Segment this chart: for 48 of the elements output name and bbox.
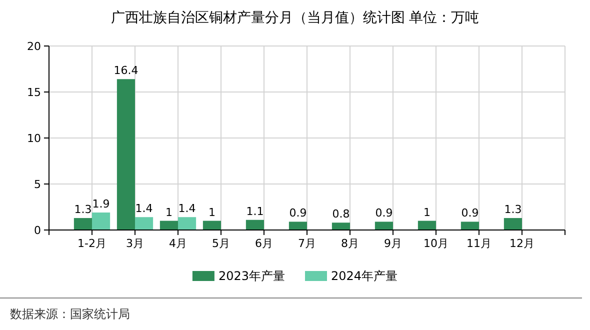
bar: [160, 220, 178, 230]
x-tick-label: 8月: [341, 237, 359, 250]
bar: [178, 217, 196, 230]
data-label: 0.9: [375, 206, 393, 220]
x-tick-label: 4月: [169, 237, 187, 250]
data-label: 1.1: [246, 204, 264, 218]
bar: [374, 222, 393, 230]
x-tick-label: 9月: [384, 237, 402, 250]
data-label: 1: [208, 206, 216, 219]
bar: [460, 222, 479, 230]
x-tick-label: 10月: [424, 237, 448, 250]
source-note: 数据来源：国家统计局: [10, 307, 130, 321]
x-tick-label: 3月: [126, 237, 144, 250]
bar: [418, 220, 436, 230]
bar: [74, 218, 92, 230]
data-label: 1.4: [135, 202, 153, 216]
bar: [116, 79, 135, 230]
chart-title: 广西壮族自治区铜材产量分月（当月值）统计图 单位：万吨: [110, 10, 480, 26]
y-tick-label: 20: [27, 40, 41, 53]
data-label: 0.9: [461, 206, 479, 220]
y-tick-label: 5: [34, 178, 41, 191]
x-tick-label: 7月: [298, 237, 316, 250]
legend-label: 2024年产量: [331, 269, 398, 283]
x-tick-label: 1-2月: [78, 237, 106, 250]
bar: [202, 220, 221, 230]
data-label: 0.8: [332, 208, 350, 221]
x-tick-label: 6月: [255, 237, 273, 250]
y-tick-label: 10: [27, 132, 41, 145]
bar: [288, 222, 307, 230]
legend-label: 2023年产量: [218, 269, 285, 283]
data-label: 1.9: [92, 198, 110, 211]
data-label: 1.3: [504, 203, 522, 216]
bar: [504, 218, 522, 230]
data-label: 1: [423, 206, 430, 219]
y-tick-label: 0: [34, 224, 41, 237]
x-tick-label: 12月: [510, 237, 534, 250]
bar: [246, 220, 264, 230]
data-label: 1.3: [74, 203, 92, 216]
bar: [332, 222, 350, 230]
data-label: 0.9: [289, 206, 307, 220]
x-tick-label: 5月: [212, 237, 230, 250]
data-label: 1: [165, 206, 172, 219]
x-tick-label: 11月: [466, 237, 492, 250]
bar: [92, 212, 110, 230]
y-tick-label: 15: [27, 86, 41, 99]
bar: [135, 217, 154, 230]
data-label: 1.4: [178, 202, 196, 216]
data-label: 16.4: [114, 64, 138, 78]
